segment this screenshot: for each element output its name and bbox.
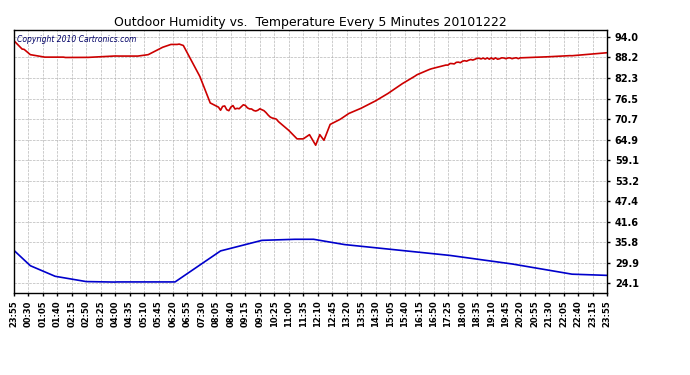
Title: Outdoor Humidity vs.  Temperature Every 5 Minutes 20101222: Outdoor Humidity vs. Temperature Every 5… bbox=[114, 16, 507, 29]
Text: Copyright 2010 Cartronics.com: Copyright 2010 Cartronics.com bbox=[17, 35, 136, 44]
